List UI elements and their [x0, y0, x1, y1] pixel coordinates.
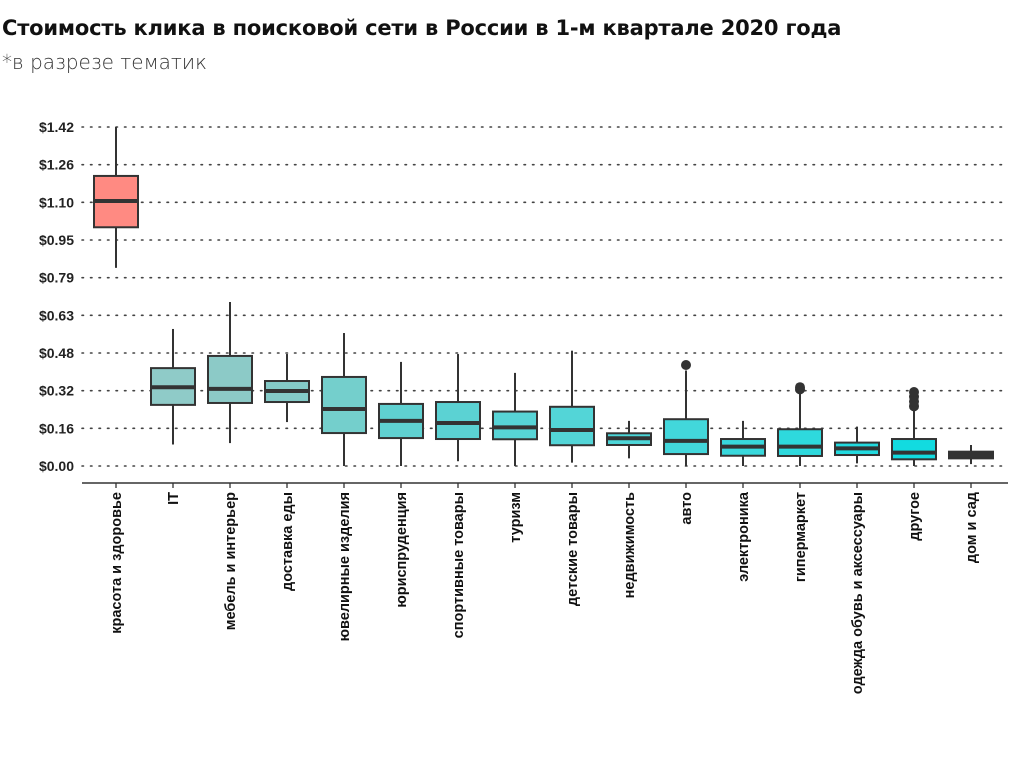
box-iqr — [777, 428, 823, 457]
box-8: туризм — [492, 372, 538, 543]
chart-subtitle: *в разрезе тематик — [2, 50, 207, 74]
y-tick-label: $0.63 — [39, 307, 74, 323]
x-category-label: IT — [166, 492, 182, 505]
y-tick-label: $0.48 — [39, 345, 74, 361]
box-10: недвижимость — [606, 420, 652, 598]
box-iqr — [663, 418, 709, 456]
y-tick-label: $0.79 — [39, 270, 74, 286]
box-12: электроника — [720, 420, 766, 582]
chart-title: Стоимость клика в поисковой сети в Росси… — [2, 16, 842, 40]
x-category-label: мебель и интерьер — [223, 492, 239, 630]
y-tick-label: $1.26 — [39, 157, 74, 173]
box-iqr — [891, 438, 937, 461]
outlier-point — [909, 386, 919, 397]
outlier-point — [795, 382, 805, 393]
x-category-label: гипермаркет — [793, 492, 809, 582]
x-category-label: спортивные товары — [451, 492, 467, 638]
x-category-label: дом и сад — [964, 492, 980, 563]
box-iqr — [435, 401, 481, 441]
y-tick-label: $0.32 — [39, 383, 74, 399]
y-tick-label: $1.10 — [39, 194, 74, 210]
box-iqr — [207, 354, 253, 404]
box-11: авто — [663, 360, 709, 525]
box-4: доставка еды — [264, 354, 310, 591]
x-category-label: доставка еды — [280, 492, 296, 591]
x-category-label: другое — [907, 492, 923, 541]
box-14: одежда обувь и аксессуары — [834, 426, 880, 694]
box-13: гипермаркет — [777, 382, 823, 582]
y-tick-label: $0.00 — [39, 458, 74, 474]
box-16: дом и сад — [948, 444, 994, 563]
x-category-label: электроника — [736, 491, 752, 582]
box-5: ювелирные изделия — [321, 333, 367, 641]
x-category-label: красота и здоровье — [109, 492, 125, 634]
y-tick-label: $0.16 — [39, 420, 74, 436]
box-iqr — [321, 375, 367, 435]
x-category-label: одежда обувь и аксессуары — [850, 492, 866, 694]
box-2: IT — [150, 328, 196, 505]
box-7: спортивные товары — [435, 354, 481, 638]
box-iqr — [549, 405, 595, 447]
box-1: красота и здоровье — [93, 127, 139, 634]
x-category-label: детские товары — [565, 492, 581, 606]
x-category-label: авто — [679, 492, 695, 525]
box-3: мебель и интерьер — [207, 301, 253, 630]
x-category-label: ювелирные изделия — [337, 492, 353, 641]
box-15: другое — [891, 386, 937, 541]
box-9: детские товары — [549, 350, 595, 606]
y-tick-label: $0.95 — [39, 232, 74, 248]
x-category-label: туризм — [508, 492, 524, 543]
box-6: юриспруденция — [378, 361, 424, 608]
y-tick-label: $1.42 — [39, 119, 74, 135]
outlier-point — [681, 360, 691, 371]
x-category-label: недвижимость — [622, 492, 638, 598]
x-category-label: юриспруденция — [394, 492, 410, 608]
